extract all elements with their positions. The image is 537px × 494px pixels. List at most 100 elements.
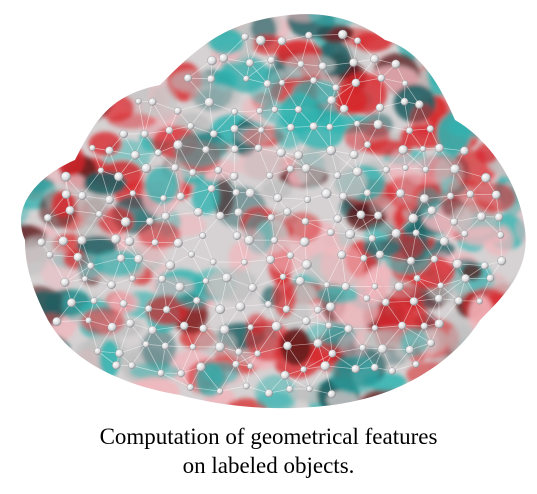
mesh-node: [267, 56, 276, 64]
mesh-edge: [213, 111, 235, 135]
mesh-edge: [440, 285, 459, 301]
mesh-edge: [282, 255, 291, 277]
mesh-edge: [163, 167, 176, 199]
mesh-node: [186, 122, 195, 130]
mesh-node: [279, 273, 287, 281]
mesh-edge: [306, 167, 338, 176]
label-patch: [23, 110, 47, 137]
mesh-edge: [308, 35, 324, 67]
label-patch: [447, 367, 479, 401]
label-patch: [40, 85, 81, 118]
mesh-node: [189, 343, 197, 351]
mesh-edge: [226, 277, 241, 307]
mesh-node: [177, 369, 185, 378]
label-patch: [417, 29, 445, 52]
mesh-edge: [205, 280, 221, 310]
mesh-edge: [205, 149, 219, 171]
mesh-node: [283, 207, 292, 216]
mesh-edge: [413, 285, 441, 302]
mesh-node: [241, 33, 249, 41]
mesh-node: [257, 126, 265, 134]
label-patch: [439, 360, 462, 385]
mesh-node: [254, 144, 263, 152]
mesh-edge: [174, 167, 181, 197]
mesh-edge: [367, 169, 387, 194]
label-patch: [21, 80, 43, 123]
label-patch: [462, 339, 494, 361]
mesh-node: [476, 211, 487, 222]
mesh-node: [446, 192, 455, 200]
label-patch: [99, 14, 135, 38]
mesh-node: [216, 387, 224, 395]
label-patch: [144, 165, 180, 205]
mesh-node: [85, 317, 92, 324]
mesh-edge: [138, 258, 171, 266]
label-patch: [23, 18, 74, 54]
mesh-edge: [111, 258, 122, 285]
mesh-edge: [248, 217, 272, 241]
label-patch: [452, 36, 482, 77]
mesh-edge: [90, 265, 112, 286]
mesh-node: [119, 299, 128, 308]
mesh-edge: [165, 211, 199, 217]
mesh-edge: [374, 254, 381, 287]
label-patch: [495, 114, 526, 155]
label-patch: [174, 131, 227, 168]
mesh-node: [388, 367, 396, 375]
label-patch: [338, 332, 369, 358]
mesh-edge: [300, 35, 310, 65]
mesh-edge: [119, 323, 131, 354]
mesh-node: [230, 145, 239, 154]
mesh-node: [215, 211, 225, 221]
mesh-node: [327, 95, 337, 105]
mesh-node: [398, 321, 407, 330]
label-patch: [447, 324, 475, 355]
mesh-edge: [382, 325, 403, 350]
mesh-edge: [413, 301, 440, 324]
label-patch: [418, 34, 466, 62]
mesh-edge: [257, 326, 277, 354]
mesh-edge: [313, 126, 332, 151]
mesh-edge: [298, 126, 314, 156]
mesh-node: [304, 31, 313, 40]
mesh-edge: [165, 345, 193, 348]
mesh-node: [173, 107, 182, 115]
label-patch: [515, 215, 526, 244]
mesh-node: [459, 146, 469, 156]
mesh-edge: [270, 217, 275, 241]
mesh-edge: [366, 298, 376, 329]
mesh-edge: [415, 342, 432, 365]
mesh-edge: [281, 80, 314, 84]
mesh-node: [486, 274, 495, 282]
mesh-edge: [218, 148, 236, 171]
mesh-edge: [180, 346, 194, 374]
mesh-node: [142, 340, 150, 348]
label-patch: [21, 14, 40, 48]
mesh-node: [207, 55, 217, 66]
mesh-edge: [191, 235, 204, 255]
label-patch: [439, 55, 483, 81]
mesh-node: [327, 390, 336, 399]
mesh-edge: [273, 211, 288, 241]
mesh-edge: [234, 128, 259, 149]
mesh-node: [245, 187, 256, 198]
mesh-edge: [343, 82, 357, 110]
label-patch: [55, 144, 85, 177]
label-patch: [22, 358, 70, 389]
mesh-edge: [305, 168, 308, 200]
mesh-edge: [303, 353, 333, 370]
label-patch: [282, 212, 322, 243]
mesh-node: [408, 213, 419, 224]
mesh-edge: [223, 57, 247, 79]
mesh-edge: [138, 258, 163, 280]
mesh-node: [145, 217, 154, 226]
mesh-node: [242, 382, 250, 390]
label-patch: [137, 221, 181, 249]
mesh-node: [129, 190, 137, 197]
mesh-node: [381, 298, 390, 307]
mesh-edge: [423, 298, 440, 327]
mesh-node: [497, 256, 507, 266]
mesh-node: [165, 126, 174, 135]
mesh-node: [232, 360, 240, 368]
mesh-node: [373, 211, 383, 220]
